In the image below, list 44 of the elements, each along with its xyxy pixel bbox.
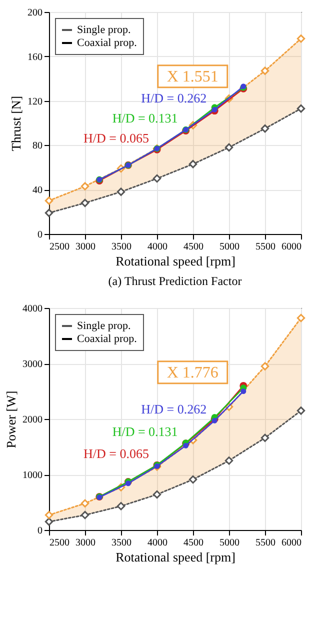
x-tick-label: 4000 (148, 242, 168, 252)
series-label: H/D = 0.262 (141, 90, 207, 106)
x-tick-label: 4000 (148, 538, 168, 548)
annotation: X 1.551 (166, 68, 218, 86)
y-tick-label: 1000 (22, 470, 42, 481)
series-label: H/D = 0.262 (141, 402, 207, 417)
y-tick-label: 120 (28, 96, 42, 108)
x-tick-label: 3000 (76, 538, 96, 548)
series-label: H/D = 0.131 (112, 110, 178, 126)
x-tick-label: 6000 (282, 242, 302, 252)
y-tick-label: 160 (28, 52, 42, 63)
series-label: H/D = 0.065 (84, 130, 149, 146)
legend-label: Single prop. (77, 320, 132, 332)
x-tick-label: 5000 (220, 538, 240, 548)
x-tick-label: 5500 (256, 242, 276, 252)
x-tick-label: 6000 (282, 538, 302, 548)
y-tick-label: 40 (32, 185, 42, 196)
x-tick-label: 4500 (184, 242, 204, 252)
x-axis-title: Rotational speed [rpm] (116, 550, 236, 564)
x-tick-label: 3500 (112, 242, 132, 252)
y-tick-label: 0 (38, 526, 42, 536)
x-tick-label: 3000 (76, 242, 96, 252)
series-label: H/D = 0.065 (84, 446, 149, 462)
y-tick-label: 200 (28, 8, 42, 18)
y-axis-title: Thrust [N] (8, 96, 24, 152)
y-tick-label: 80 (32, 140, 42, 152)
x-axis-title: Rotational speed [rpm] (116, 254, 236, 268)
text: (a) Thrust Prediction Factor (108, 274, 242, 288)
legend-label: Single prop. (77, 24, 132, 36)
y-tick-label: 2000 (22, 414, 42, 426)
y-tick-label: 4000 (22, 304, 42, 314)
series-label: H/D = 0.131 (112, 424, 178, 439)
y-axis-title: Power [W] (4, 390, 18, 448)
x-tick-label: 5500 (256, 538, 276, 548)
y-tick-label: 3000 (22, 359, 42, 370)
x-tick-label: 4500 (184, 538, 204, 548)
x-tick-label: 3500 (112, 538, 132, 548)
annotation: X 1.776 (166, 364, 218, 382)
x-tick-label: 5000 (220, 242, 240, 252)
x-tick-label: 2500 (50, 538, 70, 548)
x-tick-label: 2500 (50, 242, 70, 252)
annotation: Coaxial prop. (77, 37, 138, 49)
y-tick-label: 0 (38, 230, 42, 240)
annotation: Coaxial prop. (77, 333, 138, 345)
